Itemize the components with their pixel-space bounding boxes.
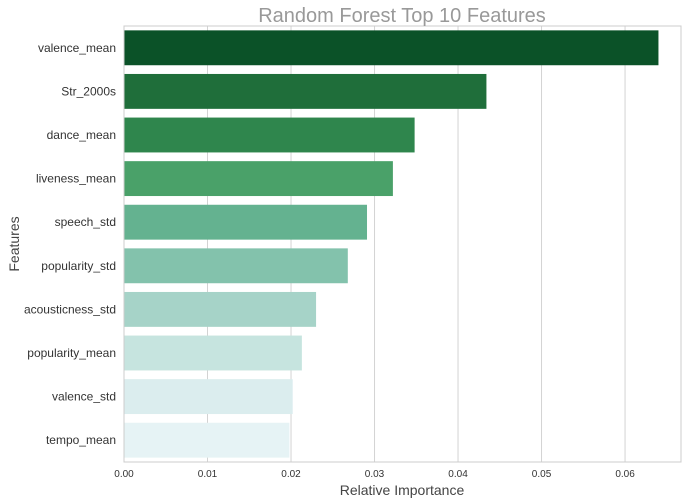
x-tick-label: 0.04 (448, 469, 468, 480)
bar-speech_std (124, 204, 368, 240)
x-tick-label: 0.01 (198, 469, 218, 480)
bar-liveness_mean (124, 161, 393, 197)
bar-dance_mean (124, 117, 415, 153)
y-axis-label: Features (6, 216, 22, 271)
bar-tempo_mean (124, 422, 290, 458)
x-tick-label: 0.03 (365, 469, 385, 480)
x-tick-label: 0.05 (532, 469, 552, 480)
y-tick-label: tempo_mean (46, 433, 116, 447)
y-tick-label: popularity_mean (27, 346, 116, 360)
x-tick-label: 0.00 (114, 469, 134, 480)
bar-popularity_mean (124, 335, 302, 371)
y-tick-label: dance_mean (47, 128, 116, 142)
x-tick-label: 0.06 (615, 469, 635, 480)
y-tick-labels: valence_mean Str_2000s dance_mean liveness_… (24, 41, 116, 447)
x-tick-labels: 0.00 0.01 0.02 0.03 0.04 0.05 0.06 (114, 469, 635, 480)
y-tick-label: Str_2000s (61, 84, 116, 98)
plot-frame (123, 25, 682, 463)
bar-popularity_std (124, 248, 348, 284)
y-tick-label: popularity_std (41, 259, 116, 273)
bar-valence_mean (124, 30, 659, 66)
bars-layer (124, 30, 659, 458)
x-tick-label: 0.02 (281, 469, 301, 480)
y-tick-label: acousticness_std (24, 302, 116, 316)
y-tick-label: valence_std (52, 390, 116, 404)
y-tick-label: valence_mean (38, 41, 116, 55)
bar-acousticness_std (124, 291, 317, 327)
chart-title: Random Forest Top 10 Features (258, 5, 546, 27)
x-axis-label: Relative Importance (340, 482, 465, 498)
y-tick-label: speech_std (55, 215, 116, 229)
y-tick-label: liveness_mean (36, 172, 116, 186)
bar-Str_2000s (124, 73, 487, 109)
bar-valence_std (124, 379, 293, 415)
